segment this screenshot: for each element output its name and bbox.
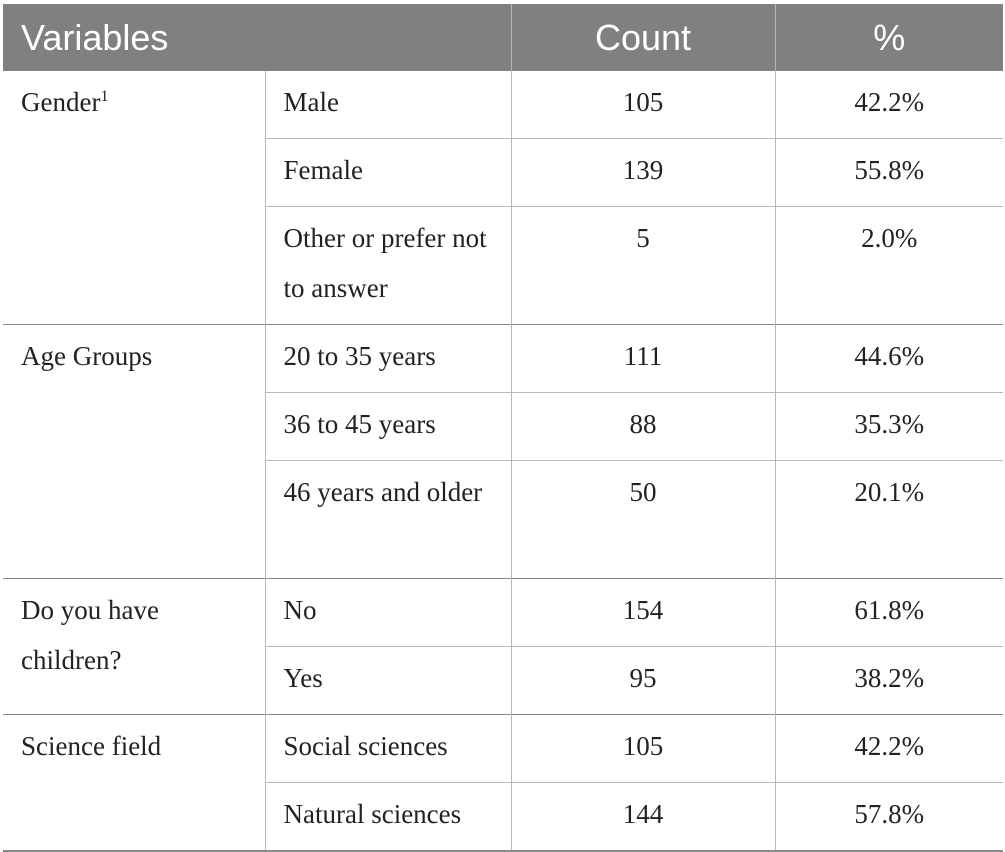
table-row: Gender1 Male 105 42.2% bbox=[3, 71, 1003, 325]
variable-label: Gender bbox=[21, 87, 101, 117]
percent-cell: 38.2% bbox=[775, 646, 1004, 715]
header-percent: % bbox=[775, 4, 1004, 71]
category-cell: Other or prefer not to answer bbox=[265, 206, 512, 325]
count-cell: 144 bbox=[511, 782, 776, 851]
category-cell: 36 to 45 years bbox=[265, 392, 512, 461]
count-cell: 139 bbox=[511, 138, 776, 207]
percent-cell: 61.8% bbox=[775, 578, 1004, 647]
percent-cell: 20.1% bbox=[775, 460, 1004, 579]
category-cell: Natural sciences bbox=[265, 782, 512, 851]
table-row: Age Groups 20 to 35 years 111 44.6% bbox=[3, 324, 1004, 579]
percent-cell: 2.0% bbox=[775, 206, 1004, 325]
count-cell: 50 bbox=[511, 460, 776, 579]
table-row: Yes 95 38.2% bbox=[3, 646, 1004, 715]
variable-cell-gender: Gender1 bbox=[3, 71, 266, 325]
percent-cell: 55.8% bbox=[775, 138, 1004, 207]
percent-cell: 42.2% bbox=[775, 714, 1004, 783]
category-cell: Yes bbox=[265, 646, 512, 715]
count-cell: 88 bbox=[511, 392, 776, 461]
header-row: Variables Count % bbox=[3, 4, 1004, 71]
category-cell: Male bbox=[265, 71, 512, 139]
count-cell: 105 bbox=[511, 71, 776, 139]
percent-cell: 42.2% bbox=[854, 87, 925, 117]
footnote-marker: 1 bbox=[100, 88, 109, 105]
header-count: Count bbox=[511, 4, 776, 71]
count-cell: 95 bbox=[511, 646, 776, 715]
percent-cell: 35.3% bbox=[775, 392, 1004, 461]
demographics-table: Variables Count % Gender1 Male 105 42.2%… bbox=[3, 4, 1004, 852]
category-cell: Female bbox=[265, 138, 512, 207]
count-cell: 154 bbox=[511, 578, 776, 647]
table-row: Other or prefer not to answer 5 2.0% bbox=[3, 206, 1004, 325]
table-row: Science field Social sciences 105 42.2% bbox=[3, 714, 1004, 851]
table-row: 36 to 45 years 88 35.3% bbox=[3, 392, 1004, 461]
category-cell: Social sciences bbox=[265, 714, 512, 783]
category-cell: 46 years and older bbox=[265, 460, 512, 579]
percent-cell: 44.6% bbox=[775, 324, 1004, 393]
table-row: 46 years and older 50 20.1% bbox=[3, 460, 1004, 579]
header-variables: Variables bbox=[3, 4, 512, 71]
table-header: Variables Count % bbox=[3, 4, 1004, 71]
variable-cell-children: Do you have children? bbox=[3, 578, 266, 715]
table-row: Female 139 55.8% bbox=[3, 138, 1004, 207]
count-cell: 105 bbox=[511, 714, 776, 783]
table-row: Do you have children? No 154 61.8% bbox=[3, 578, 1004, 715]
category-cell: No bbox=[265, 578, 512, 647]
count-cell: 111 bbox=[511, 324, 776, 393]
variable-cell-science-field: Science field bbox=[3, 714, 266, 851]
variable-cell-age-groups: Age Groups bbox=[3, 324, 266, 579]
category-cell: 20 to 35 years bbox=[265, 324, 512, 393]
count-cell: 5 bbox=[511, 206, 776, 325]
table-body: Gender1 Male 105 42.2% Female 139 55.8% … bbox=[3, 71, 1004, 851]
percent-cell: 57.8% bbox=[775, 782, 1004, 851]
